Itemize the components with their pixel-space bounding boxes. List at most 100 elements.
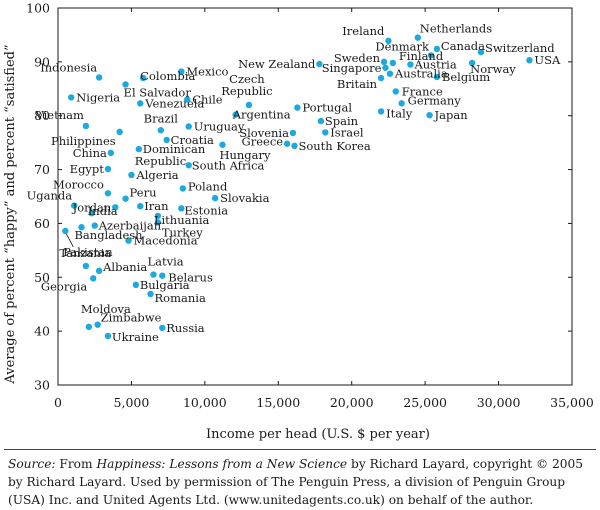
source-text-a: From — [55, 457, 97, 471]
label-mexico: Mexico — [186, 65, 228, 79]
point-denmark — [427, 52, 435, 59]
point-bulgaria — [132, 281, 140, 289]
label-uganda: Uganda — [27, 189, 73, 203]
label-chile: Chile — [192, 93, 223, 107]
point-pakistan — [82, 262, 90, 270]
point-indonesia — [95, 74, 103, 81]
point-new-zealand — [316, 60, 323, 68]
point-romania — [147, 290, 154, 298]
point-india — [88, 209, 95, 217]
label-bangladesh: Bangladesh — [74, 228, 143, 242]
label-spain: Spain — [325, 114, 359, 128]
point-sweden — [380, 58, 388, 66]
point-spain — [317, 117, 325, 125]
label-germany: Germany — [408, 93, 462, 107]
point-croatia — [163, 136, 170, 144]
source-text-b: by Richard Layard, copyright © 2005 by R… — [8, 457, 584, 507]
label-brazil: Brazil — [144, 111, 179, 125]
label-georgia: Georgia — [41, 279, 87, 293]
point-iran — [137, 202, 144, 210]
x-tick-label: 35,000 — [550, 395, 594, 410]
x-tick-label: 20,000 — [330, 395, 374, 410]
point-morocco — [104, 190, 112, 197]
point-singapore — [382, 64, 389, 71]
label-argentina: Argentina — [232, 108, 291, 122]
label-dominican-republic: Dominican Republic — [135, 142, 206, 168]
point-russia — [159, 324, 166, 332]
label-russia: Russia — [166, 321, 205, 335]
label-slovakia: Slovakia — [220, 191, 269, 205]
label-czech-republic: Czech Republic — [221, 72, 272, 98]
label-belgium: Belgium — [442, 70, 490, 84]
point-argentina — [232, 111, 239, 118]
label-moldova: Moldova — [81, 302, 131, 316]
y-tick-label: 30 — [34, 378, 50, 393]
label-south-korea: South Korea — [298, 139, 370, 153]
scatter-chart: 0 5,000 10,000 15,000 20,000 25,000 30,000 35,0… — [3, 1, 594, 443]
x-axis-label: Income per head (U.S. $ per year) — [206, 427, 430, 442]
x-tick-label: 10,000 — [183, 395, 227, 410]
axes: 0 5,000 10,000 15,000 20,000 25,000 30,000 35,0… — [26, 1, 594, 411]
label-iran: Iran — [144, 199, 169, 213]
point-china — [107, 149, 115, 157]
point-peru — [122, 195, 129, 202]
point-belarus — [159, 272, 166, 279]
point-tanzania — [62, 227, 69, 235]
point-south-korea — [291, 142, 298, 150]
y-tick-label: 70 — [34, 162, 50, 177]
point-italy — [377, 108, 385, 115]
label-portugal: Portugal — [302, 101, 352, 115]
label-hungary: Hungary — [219, 148, 271, 162]
label-pakistan: Pakistan — [63, 245, 113, 259]
y-axis-label: Average of percent “happy” and percent “… — [3, 44, 18, 384]
label-austria: Austria — [413, 58, 456, 72]
y-tick-label: 40 — [34, 324, 50, 339]
point-norway — [468, 59, 476, 67]
label-croatia: Croatia — [171, 133, 214, 147]
point-labels: Ireland Netherlands Denmark Canada Switzerla… — [27, 22, 561, 344]
label-philippines: Philippines — [51, 134, 116, 148]
point-zimbabwe — [94, 321, 101, 328]
y-tick-label: 50 — [34, 270, 50, 285]
label-poland: Poland — [188, 179, 228, 193]
point-netherlands — [414, 34, 421, 41]
label-colombia: Colombia — [140, 69, 195, 83]
source-note: Source: From Happiness: Lessons from a N… — [8, 455, 592, 509]
label-netherlands: Netherlands — [420, 22, 493, 36]
label-morocco: Morocco — [53, 177, 104, 191]
label-macedonia: Macedonia — [133, 234, 197, 248]
label-israel: Israel — [330, 125, 364, 139]
source-book-title: Happiness: Lessons from a New Science — [96, 457, 348, 471]
label-uruguay: Uruguay — [194, 119, 245, 133]
point-belgium — [433, 73, 441, 81]
label-el-salvador: El Salvador — [124, 85, 192, 99]
point-brazil — [157, 127, 164, 134]
point-britain — [377, 74, 385, 82]
label-britain: Britain — [337, 77, 378, 91]
point-ireland — [385, 37, 392, 45]
point-south-africa — [185, 162, 192, 169]
x-tick-label: 5,000 — [114, 395, 150, 410]
label-usa: USA — [534, 53, 561, 67]
point-algeria — [128, 171, 135, 179]
point-mexico — [178, 68, 185, 75]
point-czech-republic — [245, 101, 253, 109]
label-japan: Japan — [434, 108, 469, 122]
label-nigeria: Nigeria — [76, 90, 120, 104]
label-slovenia: Slovenia — [239, 126, 289, 140]
label-singapore: Singapore — [322, 61, 382, 75]
label-tanzania: Tanzania — [59, 246, 111, 260]
y-tick-label: 60 — [34, 216, 50, 231]
label-algeria: Algeria — [135, 168, 178, 182]
point-estonia — [178, 205, 185, 212]
label-sweden: Sweden — [334, 51, 381, 65]
leader-line-tanzania — [65, 233, 74, 248]
label-estonia: Estonia — [184, 203, 228, 217]
label-australia: Australia — [394, 67, 448, 81]
point-hungary — [219, 141, 226, 148]
point-israel — [322, 129, 329, 136]
point-vietnam — [82, 122, 90, 130]
label-switzerland: Switzerland — [485, 41, 555, 55]
source-prefix: Source: — [8, 457, 56, 471]
point-uruguay — [185, 123, 192, 130]
